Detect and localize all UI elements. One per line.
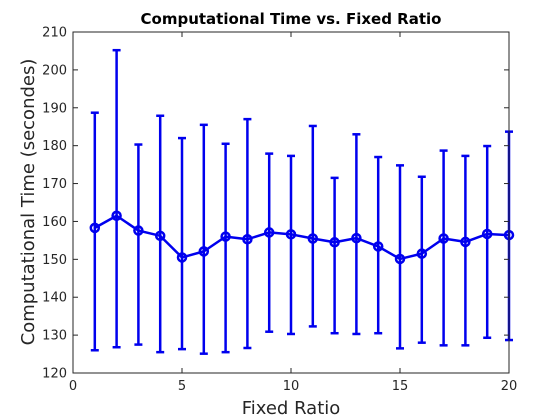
data-point [481, 228, 493, 240]
y-tick-label: 120 [42, 367, 67, 382]
chart-title: Computational Time vs. Fixed Ratio [141, 10, 442, 28]
y-axis-label: Computational Time (secondes) [18, 59, 39, 346]
data-point [220, 231, 231, 242]
data-point [89, 222, 101, 234]
y-tick-label: 200 [42, 63, 67, 78]
x-tick-label: 20 [501, 379, 518, 394]
data-point [329, 237, 340, 248]
y-tick-label: 130 [42, 329, 67, 344]
y-tick-label: 190 [42, 101, 67, 116]
x-tick-label: 15 [392, 379, 409, 394]
data-point [285, 229, 297, 240]
data-point [372, 241, 384, 252]
data-point [198, 246, 210, 257]
y-tick-label: 170 [42, 177, 67, 192]
data-point [176, 252, 188, 263]
data-points [89, 210, 515, 265]
data-point [242, 234, 253, 245]
x-axis-label: Fixed Ratio [242, 398, 341, 419]
y-axis-ticks: 120 130 140 150 160 170 180 190 200 210 [42, 26, 509, 382]
data-point [111, 210, 122, 222]
data-point [133, 225, 144, 236]
x-axis-ticks: 0 5 10 15 20 [69, 32, 517, 394]
y-tick-label: 160 [42, 215, 67, 230]
data-point [263, 227, 275, 238]
data-point [416, 248, 428, 259]
x-tick-label: 0 [69, 379, 77, 394]
y-tick-label: 140 [42, 291, 67, 306]
x-tick-label: 10 [283, 379, 300, 394]
data-point [460, 236, 471, 248]
data-point [394, 253, 406, 265]
y-tick-label: 150 [42, 253, 67, 268]
y-tick-label: 180 [42, 139, 67, 154]
y-tick-label: 210 [42, 26, 67, 41]
data-point [438, 233, 449, 244]
data-point [154, 230, 166, 242]
data-point [351, 232, 362, 244]
data-point [307, 233, 319, 244]
x-tick-label: 5 [178, 379, 186, 394]
